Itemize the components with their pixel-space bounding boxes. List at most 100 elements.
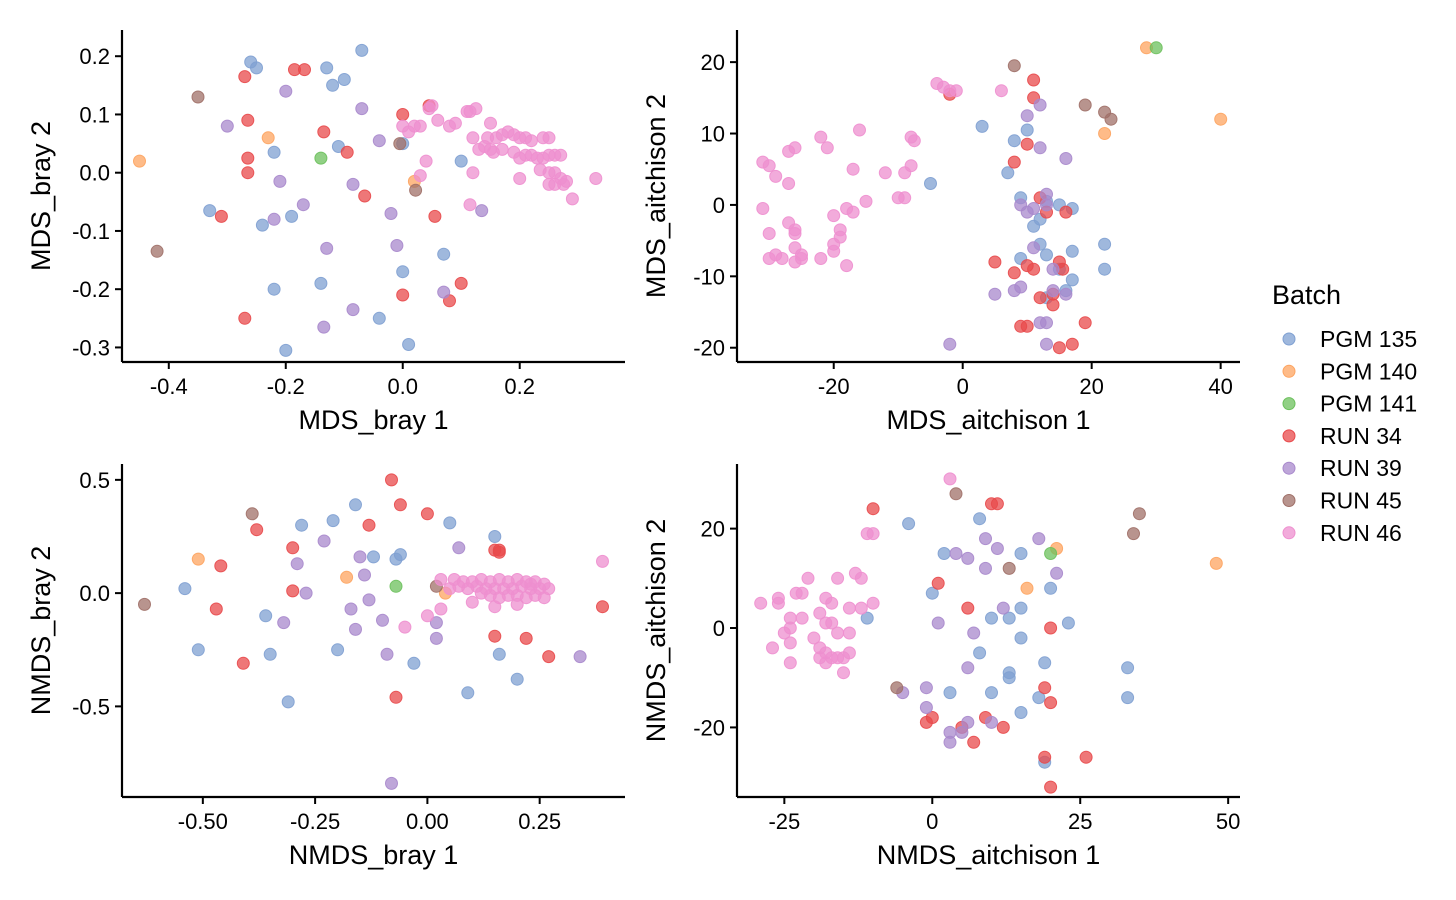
scatter-point xyxy=(919,701,933,714)
scatter-point xyxy=(255,218,269,232)
series-run-39 xyxy=(220,84,489,334)
scatter-point xyxy=(1027,73,1041,87)
scatter-point xyxy=(842,626,856,640)
scatter-point xyxy=(1007,59,1021,73)
scatter-point xyxy=(245,507,259,521)
scatter-point xyxy=(1038,656,1052,670)
scatter-point xyxy=(943,735,957,749)
scatter-point xyxy=(510,597,524,611)
scatter-point xyxy=(1098,237,1112,251)
scatter-point xyxy=(428,209,442,223)
scatter-point xyxy=(1014,601,1028,615)
scatter-point xyxy=(429,616,443,630)
series-run-45 xyxy=(150,90,423,258)
series-pgm-140 xyxy=(1098,41,1228,140)
scatter-point xyxy=(961,661,975,675)
scatter-point xyxy=(1040,198,1053,212)
y-tick-label: 0.0 xyxy=(79,161,110,186)
scatter-point xyxy=(754,596,768,610)
series-run-46 xyxy=(756,77,1008,273)
scatter-point xyxy=(454,154,468,168)
scatter-point xyxy=(762,227,776,240)
scatter-point xyxy=(1098,262,1112,276)
scatter-point xyxy=(434,573,448,586)
scatter-point xyxy=(1065,244,1079,258)
scatter-point xyxy=(390,239,404,252)
scatter-point xyxy=(273,174,287,188)
x-tick-label: -0.25 xyxy=(290,809,340,834)
scatter-point xyxy=(358,568,371,582)
legend-swatch xyxy=(1282,332,1296,346)
y-tick-label: -0.2 xyxy=(72,277,110,302)
legend-item: RUN 46 xyxy=(1282,520,1402,546)
scatter-point xyxy=(349,498,362,512)
scatter-point xyxy=(454,276,468,290)
scatter-point xyxy=(1078,316,1092,330)
scatter-point xyxy=(372,134,386,148)
x-tick-label: 0.25 xyxy=(518,809,561,834)
scatter-point xyxy=(955,725,969,739)
x-tick-label: 0 xyxy=(957,374,969,399)
legend-item: PGM 140 xyxy=(1282,358,1417,384)
x-axis-title: MDS_bray 1 xyxy=(298,405,448,435)
scatter-point xyxy=(524,577,538,591)
scatter-point xyxy=(261,131,275,145)
scatter-point xyxy=(937,547,951,560)
scatter-point xyxy=(1059,205,1073,219)
scatter-point xyxy=(973,646,987,660)
y-axis-title: MDS_bray 2 xyxy=(26,121,56,271)
scatter-point xyxy=(1079,750,1093,764)
scatter-point xyxy=(396,108,410,121)
series-run-45 xyxy=(138,507,443,611)
scatter-point xyxy=(554,148,568,162)
scatter-point xyxy=(393,137,407,151)
scatter-point xyxy=(263,647,277,661)
scatter-point xyxy=(466,166,480,180)
scatter-point xyxy=(996,720,1010,734)
scatter-point xyxy=(925,711,939,724)
series-run-39 xyxy=(277,534,587,790)
series-pgm-141 xyxy=(314,151,328,165)
scatter-point xyxy=(766,641,779,655)
scatter-point xyxy=(510,672,524,686)
scatter-point xyxy=(775,252,789,265)
series-run-39 xyxy=(896,532,1064,749)
scatter-point xyxy=(314,276,328,290)
scatter-point xyxy=(1121,661,1135,675)
scatter-point xyxy=(355,43,369,57)
series-pgm-135 xyxy=(203,43,468,357)
scatter-point xyxy=(1038,750,1052,764)
scatter-point xyxy=(988,255,1002,269)
y-axis-title: NMDS_bray 2 xyxy=(26,546,56,716)
scatter-point xyxy=(419,154,433,168)
scatter-point xyxy=(961,715,975,729)
y-tick-label: 20 xyxy=(701,517,725,542)
scatter-point xyxy=(819,656,833,670)
scatter-point xyxy=(178,582,192,596)
scatter-point xyxy=(285,209,299,223)
scatter-point xyxy=(1014,631,1028,645)
scatter-point xyxy=(783,636,797,650)
scatter-point xyxy=(1044,696,1058,710)
scatter-point xyxy=(890,681,904,695)
scatter-point xyxy=(866,596,880,610)
scatter-point xyxy=(437,285,451,299)
scatter-point xyxy=(1020,109,1034,123)
scatter-point xyxy=(949,487,963,501)
scatter-point xyxy=(1020,259,1034,273)
legend-label: RUN 46 xyxy=(1320,520,1402,546)
scatter-point xyxy=(1027,202,1041,215)
scatter-point xyxy=(1044,547,1058,560)
scatter-point xyxy=(990,542,1004,555)
scatter-point xyxy=(833,223,847,237)
scatter-point xyxy=(463,198,477,212)
scatter-point xyxy=(859,194,873,208)
scatter-point xyxy=(396,288,410,302)
y-axis-title: NMDS_aitchison 2 xyxy=(641,519,671,743)
series-run-45 xyxy=(1007,59,1118,126)
scatter-point xyxy=(973,512,987,526)
scatter-point xyxy=(281,695,295,709)
series-pgm-135 xyxy=(860,512,1135,769)
legend-label: RUN 39 xyxy=(1320,455,1402,481)
scatter-point xyxy=(990,497,1004,511)
